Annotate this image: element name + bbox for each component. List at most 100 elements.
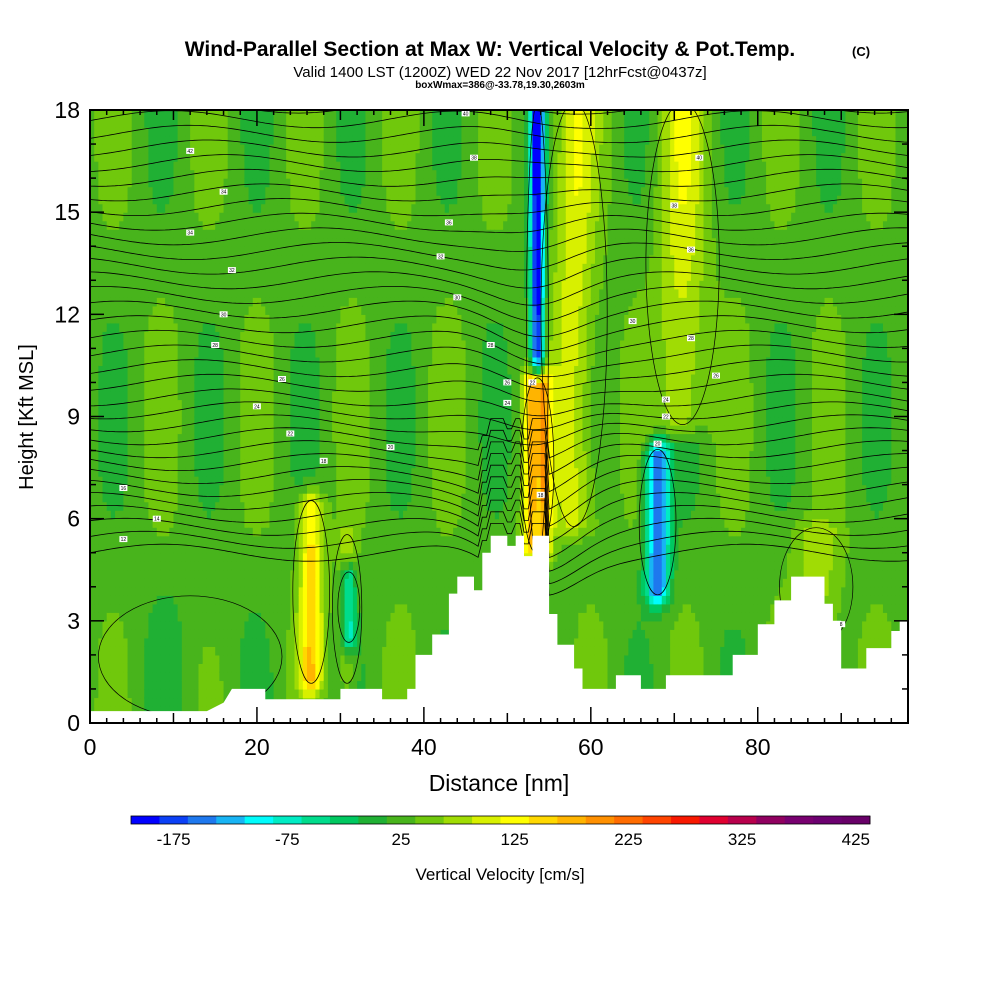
heatmap-cell [173,152,179,162]
heatmap-cell [173,459,179,469]
heatmap-cell [190,595,195,605]
heatmap-cell [131,314,137,324]
heatmap-cell [202,271,208,281]
heatmap-cell [102,229,108,239]
heatmap-cell [240,373,246,384]
heatmap-cell [273,484,279,494]
heatmap-cell [198,212,204,222]
heatmap-cell [160,118,166,128]
heatmap-cell [344,390,350,401]
heatmap-cell [286,339,291,349]
heatmap-cell [115,561,120,571]
heatmap-cell [140,646,145,656]
heatmap-cell [319,629,325,639]
heatmap-cell [344,578,350,588]
heatmap-cell [327,569,333,579]
heatmap-cell [215,220,220,230]
heatmap-cell [269,527,275,537]
heatmap-cell [102,152,108,162]
heatmap-cell [298,561,304,571]
heatmap-cell [315,373,321,384]
heatmap-cell [115,578,120,588]
heatmap-cell [273,178,279,188]
heatmap-cell [302,178,308,188]
heatmap-cell [294,663,300,673]
heatmap-cell [98,433,104,443]
heatmap-cell [298,246,304,256]
heatmap-cell [173,339,179,349]
heatmap-cell [181,425,187,435]
heatmap-cell [281,186,287,196]
heatmap-cell [90,178,95,188]
heatmap-cell [373,467,379,477]
heatmap-cell [273,527,279,537]
heatmap-cell [202,416,208,426]
heatmap-cell [315,637,321,647]
heatmap-cell [240,680,246,690]
heatmap-cell [231,288,237,298]
heatmap-cell [140,629,145,639]
heatmap-cell [244,433,250,443]
heatmap-cell [115,322,120,332]
heatmap-cell [194,620,200,630]
heatmap-cell [323,663,329,673]
heatmap-cell [302,450,308,460]
heatmap-cell [248,144,254,154]
heatmap-cell [90,382,95,392]
heatmap-cell [131,620,137,630]
heatmap-cell [115,220,120,230]
heatmap-cell [236,382,241,392]
heatmap-cell [127,425,133,435]
heatmap-cell [165,331,170,341]
heatmap-cell [115,442,120,452]
heatmap-cell [281,586,287,596]
heatmap-cell [252,356,258,367]
heatmap-cell [352,399,358,409]
heatmap-cell [194,578,200,588]
heatmap-cell [173,203,179,213]
heatmap-cell [281,118,287,128]
heatmap-cell [160,510,166,520]
heatmap-cell [336,561,341,571]
heatmap-cell [106,195,112,205]
heatmap-cell [357,620,362,630]
heatmap-cell [181,527,187,537]
heatmap-cell [286,637,291,647]
heatmap-cell [319,450,325,460]
heatmap-cell [340,271,346,281]
heatmap-cell [140,118,145,128]
heatmap-cell [144,212,150,222]
heatmap-cell [336,654,341,664]
heatmap-cell [348,680,354,690]
heatmap-cell [102,169,108,179]
heatmap-cell [152,118,158,128]
heatmap-cell [173,697,179,707]
heatmap-cell [110,688,116,699]
heatmap-cell [336,195,341,205]
heatmap-cell [119,433,124,443]
heatmap-cell [319,433,325,443]
heatmap-cell [106,118,112,128]
heatmap-cell [215,442,220,452]
heatmap-cell [344,314,350,324]
heatmap-cell [102,161,108,171]
heatmap-cell [311,407,316,418]
heatmap-cell [115,237,120,247]
heatmap-cell [156,680,162,690]
heatmap-cell [261,620,266,630]
heatmap-cell [315,237,321,247]
heatmap-cell [290,356,296,367]
heatmap-cell [357,663,362,673]
heatmap-cell [102,263,108,273]
heatmap-cell [106,297,112,307]
heatmap-cell [190,510,195,520]
heatmap-cell [336,178,341,188]
heatmap-cell [110,603,116,613]
heatmap-cell [190,331,195,341]
heatmap-cell [227,561,233,571]
heatmap-cell [119,195,124,205]
heatmap-cell [369,212,375,222]
heatmap-cell [373,680,379,690]
heatmap-cell [286,390,291,401]
heatmap-cell [202,246,208,256]
